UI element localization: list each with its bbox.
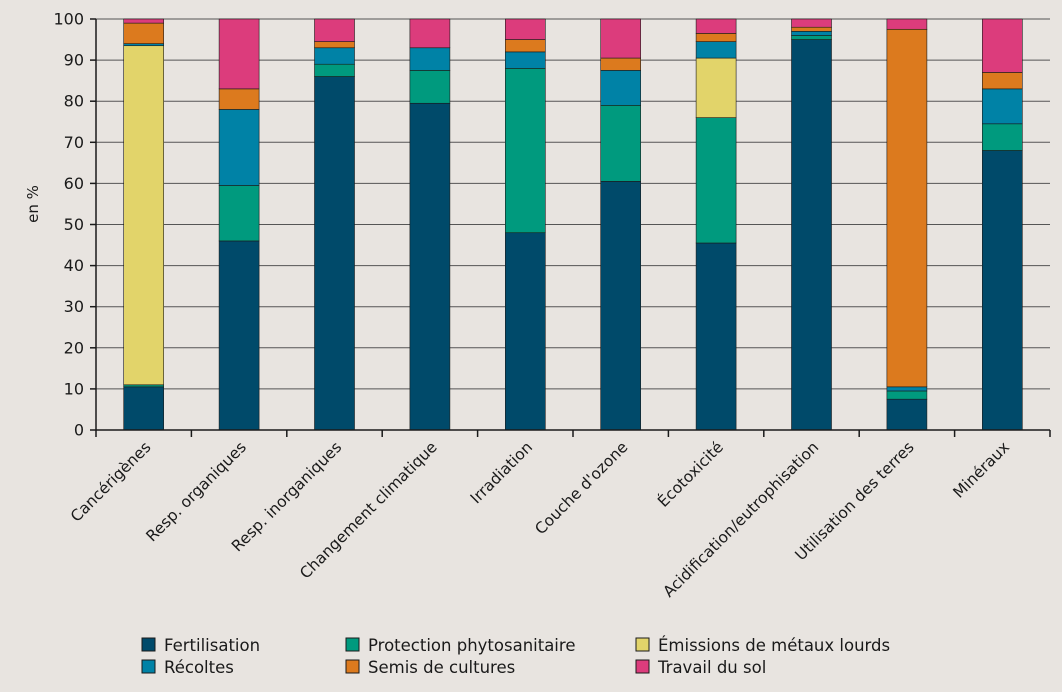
legend-swatch <box>345 637 360 652</box>
legend-swatch <box>635 659 650 674</box>
legend-swatch <box>635 637 650 652</box>
bar-segment <box>123 22 164 44</box>
bar-segment <box>123 384 164 388</box>
bar-segment <box>886 398 928 431</box>
bar-segment <box>314 41 355 49</box>
bar-segment <box>123 386 164 431</box>
bar-segment <box>981 123 1023 151</box>
bar-segment <box>600 181 642 431</box>
x-tick-label: Écotoxicité <box>654 437 727 510</box>
bar-segment <box>791 18 832 28</box>
y-tick-label: 30 <box>64 297 84 316</box>
x-tick-label: Minéraux <box>950 438 1014 502</box>
legend-label: Protection phytosanitaire <box>368 636 575 655</box>
bar-segment <box>791 26 832 32</box>
bar-segment <box>695 18 737 34</box>
y-tick-label: 20 <box>64 338 84 357</box>
bar-segment <box>218 109 260 186</box>
legend-label: Récoltes <box>164 658 234 677</box>
x-tick-label: Cancérigènes <box>67 438 154 525</box>
legend-swatch <box>345 659 360 674</box>
bar-segment <box>504 68 546 234</box>
legend-swatch <box>141 637 156 652</box>
legend-swatch <box>141 659 156 674</box>
legend-label: Fertilisation <box>164 636 260 655</box>
bar-segment <box>504 39 546 53</box>
bar-segment <box>600 70 642 106</box>
bar-segment <box>504 232 546 431</box>
bar-segment <box>314 47 355 65</box>
bar-segment <box>504 51 546 69</box>
bar-segment <box>314 76 355 431</box>
bar-segment <box>981 18 1023 73</box>
bar-segment <box>791 39 832 431</box>
bar-segment <box>600 18 642 59</box>
bar-segment <box>695 242 737 431</box>
y-tick-label: 40 <box>64 256 84 275</box>
y-tick-label: 70 <box>64 133 84 152</box>
y-tick-label: 0 <box>74 421 84 440</box>
axes <box>90 18 1051 437</box>
bar-segment <box>218 18 260 90</box>
bar-segment <box>791 35 832 40</box>
bar-segment <box>123 45 164 386</box>
legend-label: Semis de cultures <box>368 658 515 677</box>
bar-segment <box>409 47 451 71</box>
bar-segment <box>695 57 737 118</box>
bar-segment <box>886 18 928 30</box>
y-tick-label: 50 <box>64 215 84 234</box>
bar-segment <box>218 240 260 431</box>
bar-segment <box>218 88 260 110</box>
bar-segment <box>981 72 1023 90</box>
bar-segment <box>695 41 737 59</box>
legend-label: Travail du sol <box>657 658 766 677</box>
y-tick-label: 100 <box>53 10 84 29</box>
legend-label: Émissions de métaux lourds <box>658 636 890 655</box>
y-tick-label: 60 <box>64 174 84 193</box>
bar-segment <box>600 105 642 182</box>
legend: Fertilisation Protection phytosanitaire Ém… <box>141 636 890 677</box>
bar-segment <box>695 117 737 244</box>
bar-segment <box>886 390 928 400</box>
bar-segment <box>409 70 451 104</box>
y-tick-label: 80 <box>64 92 84 111</box>
x-tick-label: Irradiation <box>467 438 536 507</box>
y-axis-label: en % <box>24 185 42 223</box>
y-tick-label: 10 <box>64 379 84 398</box>
bar-segment <box>791 31 832 36</box>
bar-segment <box>218 185 260 242</box>
x-tick-label: Resp. organiques <box>143 438 250 545</box>
bar-segment <box>981 88 1023 125</box>
bar-segment <box>981 150 1023 431</box>
bar-segment <box>600 57 642 71</box>
bar-segment <box>123 43 164 47</box>
y-tick-label: 90 <box>64 51 84 70</box>
bar-segment <box>123 18 164 24</box>
bar-segment <box>886 386 928 392</box>
bar-segment <box>504 18 546 40</box>
bar-segment <box>409 18 451 49</box>
bar-segment <box>886 28 928 388</box>
x-tick-label: Couche d'ozone <box>531 438 631 538</box>
bar-segment <box>409 102 451 431</box>
bar-segment <box>314 63 355 77</box>
bars <box>123 18 1023 431</box>
bar-segment <box>314 18 355 42</box>
bar-segment <box>695 33 737 42</box>
x-tick-label: Acidification/eutrophisation <box>660 438 823 601</box>
y-tick-labels: 0 10 20 30 40 50 60 70 80 90 100 <box>53 10 84 440</box>
